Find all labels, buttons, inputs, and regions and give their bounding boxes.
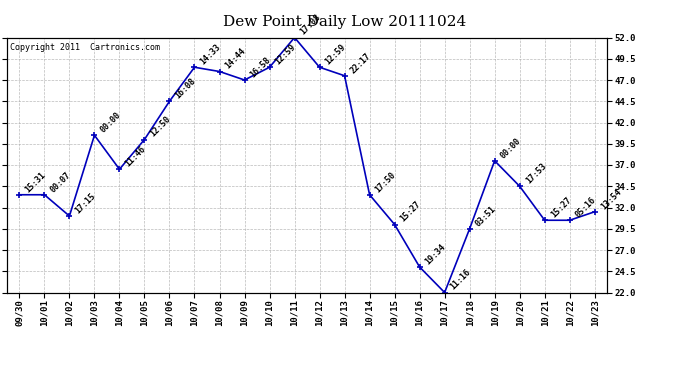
Text: 17:50: 17:50 <box>374 170 398 194</box>
Text: Dew Point Daily Low 20111024: Dew Point Daily Low 20111024 <box>224 15 466 29</box>
Text: Copyright 2011  Cartronics.com: Copyright 2011 Cartronics.com <box>10 43 160 52</box>
Text: 15:27: 15:27 <box>399 200 423 224</box>
Text: 12:59: 12:59 <box>324 42 348 66</box>
Text: 17:08: 17:08 <box>299 13 323 37</box>
Text: 12:59: 12:59 <box>274 42 298 66</box>
Text: 14:33: 14:33 <box>199 42 223 66</box>
Text: 16:08: 16:08 <box>174 76 198 101</box>
Text: 19:34: 19:34 <box>424 242 448 266</box>
Text: 16:58: 16:58 <box>248 55 273 79</box>
Text: 13:54: 13:54 <box>599 187 623 211</box>
Text: 15:31: 15:31 <box>23 170 48 194</box>
Text: 15:27: 15:27 <box>549 195 573 219</box>
Text: 12:50: 12:50 <box>148 115 172 139</box>
Text: 03:51: 03:51 <box>474 204 498 228</box>
Text: 00:00: 00:00 <box>99 110 123 135</box>
Text: 11:16: 11:16 <box>448 268 473 292</box>
Text: 14:44: 14:44 <box>224 46 248 71</box>
Text: 17:15: 17:15 <box>74 191 98 215</box>
Text: 22:17: 22:17 <box>348 51 373 75</box>
Text: 00:00: 00:00 <box>499 136 523 160</box>
Text: 17:53: 17:53 <box>524 161 548 186</box>
Text: 00:07: 00:07 <box>48 170 72 194</box>
Text: 11:46: 11:46 <box>124 144 148 168</box>
Text: 05:16: 05:16 <box>574 195 598 219</box>
